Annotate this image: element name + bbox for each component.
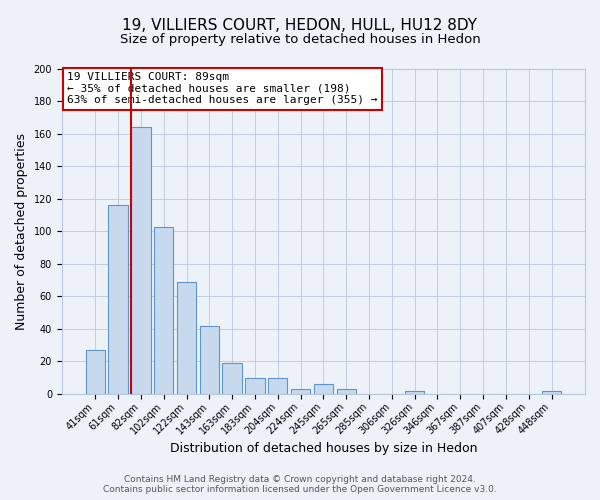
Bar	[109, 206, 128, 394]
Bar	[405, 390, 424, 394]
Bar	[337, 389, 356, 394]
Text: 19 VILLIERS COURT: 89sqm
← 35% of detached houses are smaller (198)
63% of semi-: 19 VILLIERS COURT: 89sqm ← 35% of detach…	[67, 72, 377, 106]
Text: Contains public sector information licensed under the Open Government Licence v3: Contains public sector information licen…	[103, 485, 497, 494]
Bar	[223, 363, 242, 394]
Bar	[314, 384, 333, 394]
Bar	[200, 326, 219, 394]
Bar	[154, 226, 173, 394]
Bar	[131, 128, 151, 394]
Bar	[86, 350, 105, 394]
Text: Size of property relative to detached houses in Hedon: Size of property relative to detached ho…	[119, 32, 481, 46]
Y-axis label: Number of detached properties: Number of detached properties	[15, 133, 28, 330]
Bar	[268, 378, 287, 394]
Bar	[245, 378, 265, 394]
Text: 19, VILLIERS COURT, HEDON, HULL, HU12 8DY: 19, VILLIERS COURT, HEDON, HULL, HU12 8D…	[122, 18, 478, 32]
Bar	[177, 282, 196, 394]
Text: Contains HM Land Registry data © Crown copyright and database right 2024.: Contains HM Land Registry data © Crown c…	[124, 475, 476, 484]
X-axis label: Distribution of detached houses by size in Hedon: Distribution of detached houses by size …	[170, 442, 477, 455]
Bar	[291, 389, 310, 394]
Bar	[542, 390, 561, 394]
